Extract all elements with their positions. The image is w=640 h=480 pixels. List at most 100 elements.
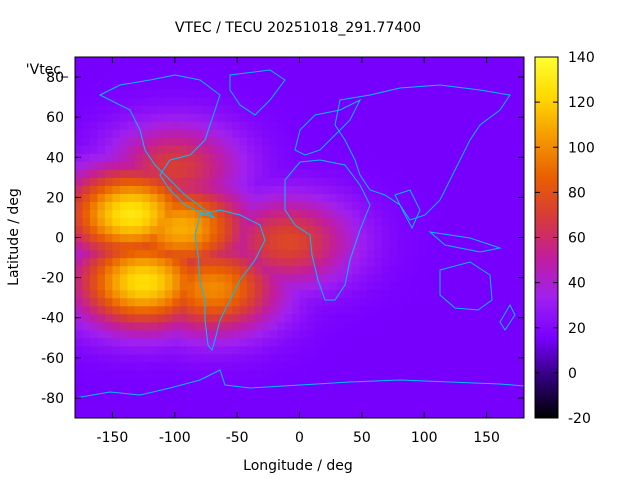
heatmap-cell [299, 81, 308, 90]
heatmap-cell [254, 377, 263, 387]
heatmap-cell [351, 329, 360, 339]
heatmap-cell [456, 233, 465, 243]
heatmap-cell [419, 145, 428, 154]
heatmap-cell [284, 113, 293, 122]
heatmap-cell [277, 305, 286, 315]
heatmap-cell [314, 153, 323, 162]
heatmap-cell [194, 209, 203, 219]
heatmap-cell [209, 329, 218, 339]
heatmap-cell [359, 225, 368, 235]
heatmap-cell [209, 153, 218, 162]
heatmap-cell [269, 89, 278, 98]
heatmap-cell [164, 233, 173, 243]
heatmap-cell [471, 97, 480, 106]
heatmap-cell [82, 249, 91, 259]
heatmap-cell [179, 297, 188, 307]
heatmap-cell [381, 265, 390, 275]
heatmap-cell [381, 73, 390, 82]
heatmap-cell [449, 353, 458, 363]
heatmap-cell [434, 73, 443, 82]
heatmap-cell [172, 321, 181, 331]
heatmap-cell [179, 289, 188, 299]
heatmap-cell [82, 401, 91, 411]
heatmap-cell [142, 401, 151, 411]
heatmap-cell [157, 209, 166, 219]
heatmap-cell [464, 209, 473, 219]
heatmap-cell [494, 145, 503, 154]
heatmap-cell [381, 289, 390, 299]
heatmap-cell [374, 369, 383, 379]
heatmap-cell [112, 265, 121, 275]
heatmap-cell [187, 353, 196, 363]
heatmap-cell [321, 377, 331, 387]
heatmap-cell [217, 217, 226, 227]
heatmap-cell [366, 233, 375, 243]
heatmap-cell [142, 129, 151, 138]
heatmap-cell [134, 321, 143, 331]
heatmap-cell [516, 265, 524, 275]
heatmap-cell [306, 209, 316, 219]
heatmap-cell [284, 169, 293, 178]
heatmap-cell [224, 113, 233, 122]
heatmap-cell [351, 265, 360, 275]
heatmap-cell [232, 305, 241, 315]
heatmap-cell [284, 145, 293, 154]
heatmap-cell [404, 73, 413, 82]
heatmap-cell [127, 129, 136, 138]
heatmap-cell [284, 409, 293, 418]
heatmap-cell [404, 65, 413, 74]
heatmap-cell [202, 137, 211, 146]
heatmap-cell [164, 89, 173, 98]
heatmap-cell [292, 201, 301, 211]
heatmap-cell [224, 393, 233, 403]
heatmap-cell [344, 297, 353, 307]
heatmap-cell [292, 121, 301, 130]
heatmap-cell [434, 281, 443, 291]
heatmap-cell [494, 233, 503, 243]
heatmap-cell [389, 393, 398, 403]
heatmap-cell [75, 369, 84, 379]
heatmap-cell [217, 137, 226, 146]
heatmap-cell [239, 393, 248, 403]
heatmap-cell [269, 129, 278, 138]
heatmap-cell [464, 73, 473, 82]
heatmap-cell [112, 97, 121, 106]
heatmap-cell [471, 137, 480, 146]
heatmap-cell [344, 177, 353, 186]
heatmap-cell [396, 257, 405, 267]
heatmap-cell [426, 305, 435, 315]
heatmap-cell [194, 305, 203, 315]
heatmap-cell [262, 209, 271, 219]
heatmap-cell [104, 57, 114, 66]
heatmap-cell [89, 121, 99, 130]
heatmap-cell [194, 393, 203, 403]
heatmap-cell [351, 81, 360, 90]
heatmap-cell [336, 281, 345, 291]
heatmap-cell [494, 289, 503, 299]
heatmap-cell [112, 241, 121, 251]
heatmap-cell [321, 337, 331, 347]
heatmap-cell [411, 161, 420, 170]
coastline-new-zealand [499, 303, 516, 331]
heatmap-cell [277, 265, 286, 275]
heatmap-cell [269, 121, 278, 130]
heatmap-cell [299, 393, 308, 403]
heatmap-cell [292, 233, 301, 243]
heatmap-cell [149, 121, 158, 130]
heatmap-cell [351, 185, 360, 194]
heatmap-cell [509, 233, 518, 243]
heatmap-cell [374, 313, 383, 323]
heatmap-cell [247, 89, 256, 98]
heatmap-cell [494, 137, 503, 146]
heatmap-cell [89, 169, 99, 178]
heatmap-cell [516, 321, 524, 331]
heatmap-cell [441, 217, 450, 227]
heatmap-cell [314, 137, 323, 146]
heatmap-cell [127, 145, 136, 154]
heatmap-cell [202, 273, 211, 283]
heatmap-cell [306, 89, 316, 98]
heatmap-cell [254, 65, 263, 74]
heatmap-cell [172, 57, 181, 66]
heatmap-cell [127, 161, 136, 170]
heatmap-cell [516, 217, 524, 227]
